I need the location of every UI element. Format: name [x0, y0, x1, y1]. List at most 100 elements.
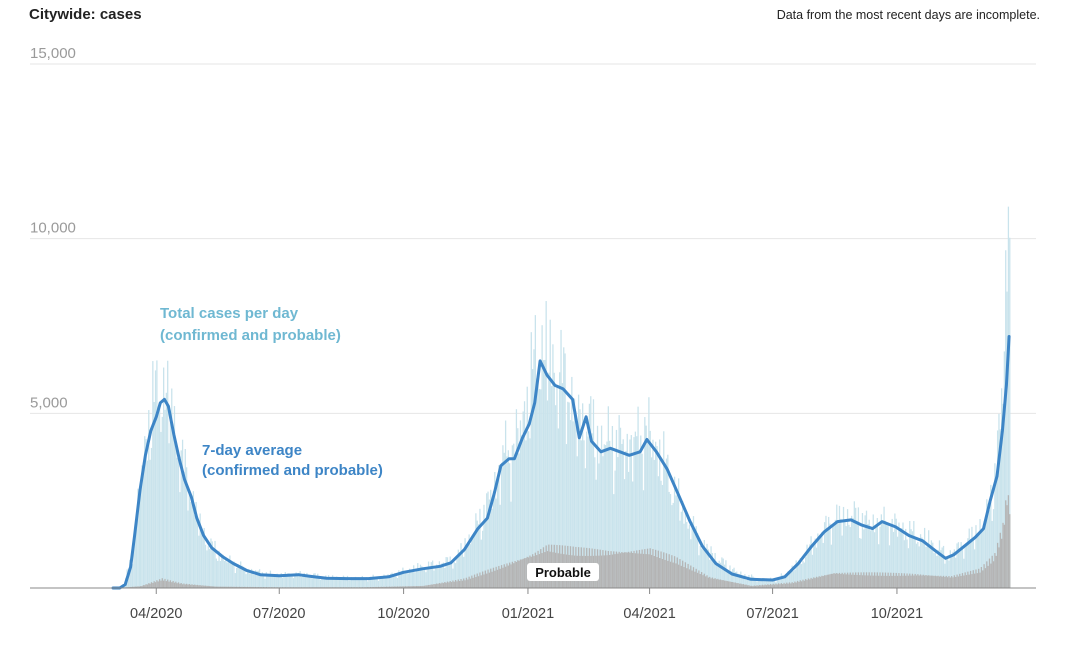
total-cases-bar — [294, 576, 296, 588]
total-cases-bar — [887, 526, 889, 588]
total-cases-bar — [629, 439, 631, 588]
total-cases-bar — [941, 547, 943, 588]
total-cases-bar — [222, 554, 224, 588]
probable-cases-bar — [780, 583, 782, 588]
probable-cases-bar — [164, 578, 166, 588]
probable-cases-bar — [929, 575, 931, 588]
probable-cases-bar — [818, 576, 820, 588]
total-cases-bar — [705, 550, 707, 588]
probable-cases-bar — [822, 576, 824, 588]
probable-cases-bar — [625, 552, 627, 588]
probable-cases-bar — [767, 584, 769, 588]
probable-cases-bar — [194, 584, 196, 588]
total-cases-bar — [384, 575, 386, 588]
probable-cases-bar — [969, 570, 972, 588]
total-cases-bar — [538, 388, 541, 588]
probable-cases-bar — [905, 575, 907, 588]
probable-cases-bar — [640, 553, 642, 588]
total-cases-bar — [472, 534, 474, 588]
total-cases-bar — [867, 523, 869, 588]
probable-cases-bar — [206, 585, 208, 588]
total-cases-bar — [919, 534, 922, 588]
total-cases-bar — [410, 570, 412, 588]
probable-cases-bar — [227, 586, 230, 588]
probable-cases-bar — [606, 555, 608, 588]
probable-cases-bar — [846, 572, 849, 588]
probable-cases-bar — [244, 586, 246, 588]
probable-cases-bar — [495, 566, 497, 588]
probable-cases-bar — [848, 574, 850, 588]
probable-cases-bar — [876, 572, 878, 588]
total-cases-bar — [710, 546, 712, 588]
probable-cases-bar — [745, 584, 747, 588]
probable-cases-bar — [951, 576, 953, 588]
probable-cases-bar — [979, 572, 981, 588]
probable-cases-bar — [618, 551, 620, 588]
total-cases-bar — [773, 580, 776, 588]
probable-cases-bar — [948, 575, 950, 588]
probable-cases-bar — [837, 573, 839, 588]
total-cases-bar — [733, 567, 735, 588]
total-cases-bar — [519, 420, 522, 588]
probable-cases-bar — [222, 586, 224, 588]
total-cases-bar — [921, 537, 923, 588]
y-tick-label: 15,000 — [30, 45, 76, 62]
total-cases-bar — [915, 543, 918, 588]
probable-cases-bar — [425, 585, 427, 588]
probable-cases-bar — [973, 573, 976, 588]
probable-cases-bar — [742, 584, 745, 588]
total-cases-bar — [664, 465, 666, 588]
total-cases-bar — [308, 575, 311, 588]
total-cases-bar — [219, 561, 222, 588]
total-cases-label-line-2: (confirmed and probable) — [160, 327, 341, 344]
total-cases-bar — [776, 577, 778, 588]
probable-cases-bar — [1003, 524, 1006, 588]
x-tick-label: 04/2021 — [623, 606, 675, 622]
probable-cases-bar — [784, 583, 787, 588]
total-cases-bar — [333, 577, 335, 588]
total-cases-bar — [957, 542, 960, 588]
probable-cases-bar — [499, 568, 501, 588]
total-cases-bar — [1005, 250, 1007, 588]
probable-cases-bar — [130, 586, 132, 588]
total-cases-bar — [803, 562, 805, 588]
probable-cases-bar — [600, 555, 603, 588]
total-cases-bar — [825, 515, 827, 588]
probable-cases-bar — [519, 559, 522, 588]
probable-cases-bar — [867, 575, 869, 588]
total-cases-bar — [826, 530, 828, 588]
total-cases-bar — [980, 530, 983, 588]
probable-cases-bar — [760, 585, 762, 588]
total-cases-bar — [592, 399, 595, 588]
total-cases-bar — [134, 533, 136, 588]
total-cases-bar — [273, 574, 276, 588]
probable-cases-bar — [215, 586, 218, 588]
probable-cases-bar — [214, 586, 216, 588]
probable-cases-bar — [769, 584, 772, 588]
total-cases-bar — [687, 528, 689, 588]
probable-cases-bar — [810, 577, 812, 588]
probable-cases-bar — [811, 578, 814, 588]
total-cases-bar — [223, 561, 226, 588]
probable-cases-bar — [646, 548, 649, 588]
total-cases-bar — [644, 417, 646, 588]
probable-cases-bar — [434, 584, 436, 588]
total-cases-bar — [183, 471, 185, 588]
probable-cases-bar — [913, 575, 915, 588]
total-cases-bar — [452, 568, 454, 588]
total-cases-bar — [641, 453, 643, 588]
total-cases-bar — [656, 446, 658, 588]
probable-cases-bar — [994, 553, 996, 588]
total-cases-bar — [760, 580, 762, 588]
probable-cases-bar — [790, 583, 792, 588]
total-cases-bar — [849, 527, 851, 588]
probable-cases-bar — [763, 585, 765, 588]
total-cases-bar — [841, 535, 843, 588]
probable-cases-bar — [684, 562, 687, 588]
total-cases-bar — [345, 577, 347, 588]
probable-cases-bar — [172, 580, 174, 588]
total-cases-bar — [677, 478, 680, 588]
probable-cases-bar — [510, 564, 512, 588]
gridlines — [30, 63, 1036, 414]
probable-cases-bar — [976, 573, 978, 588]
